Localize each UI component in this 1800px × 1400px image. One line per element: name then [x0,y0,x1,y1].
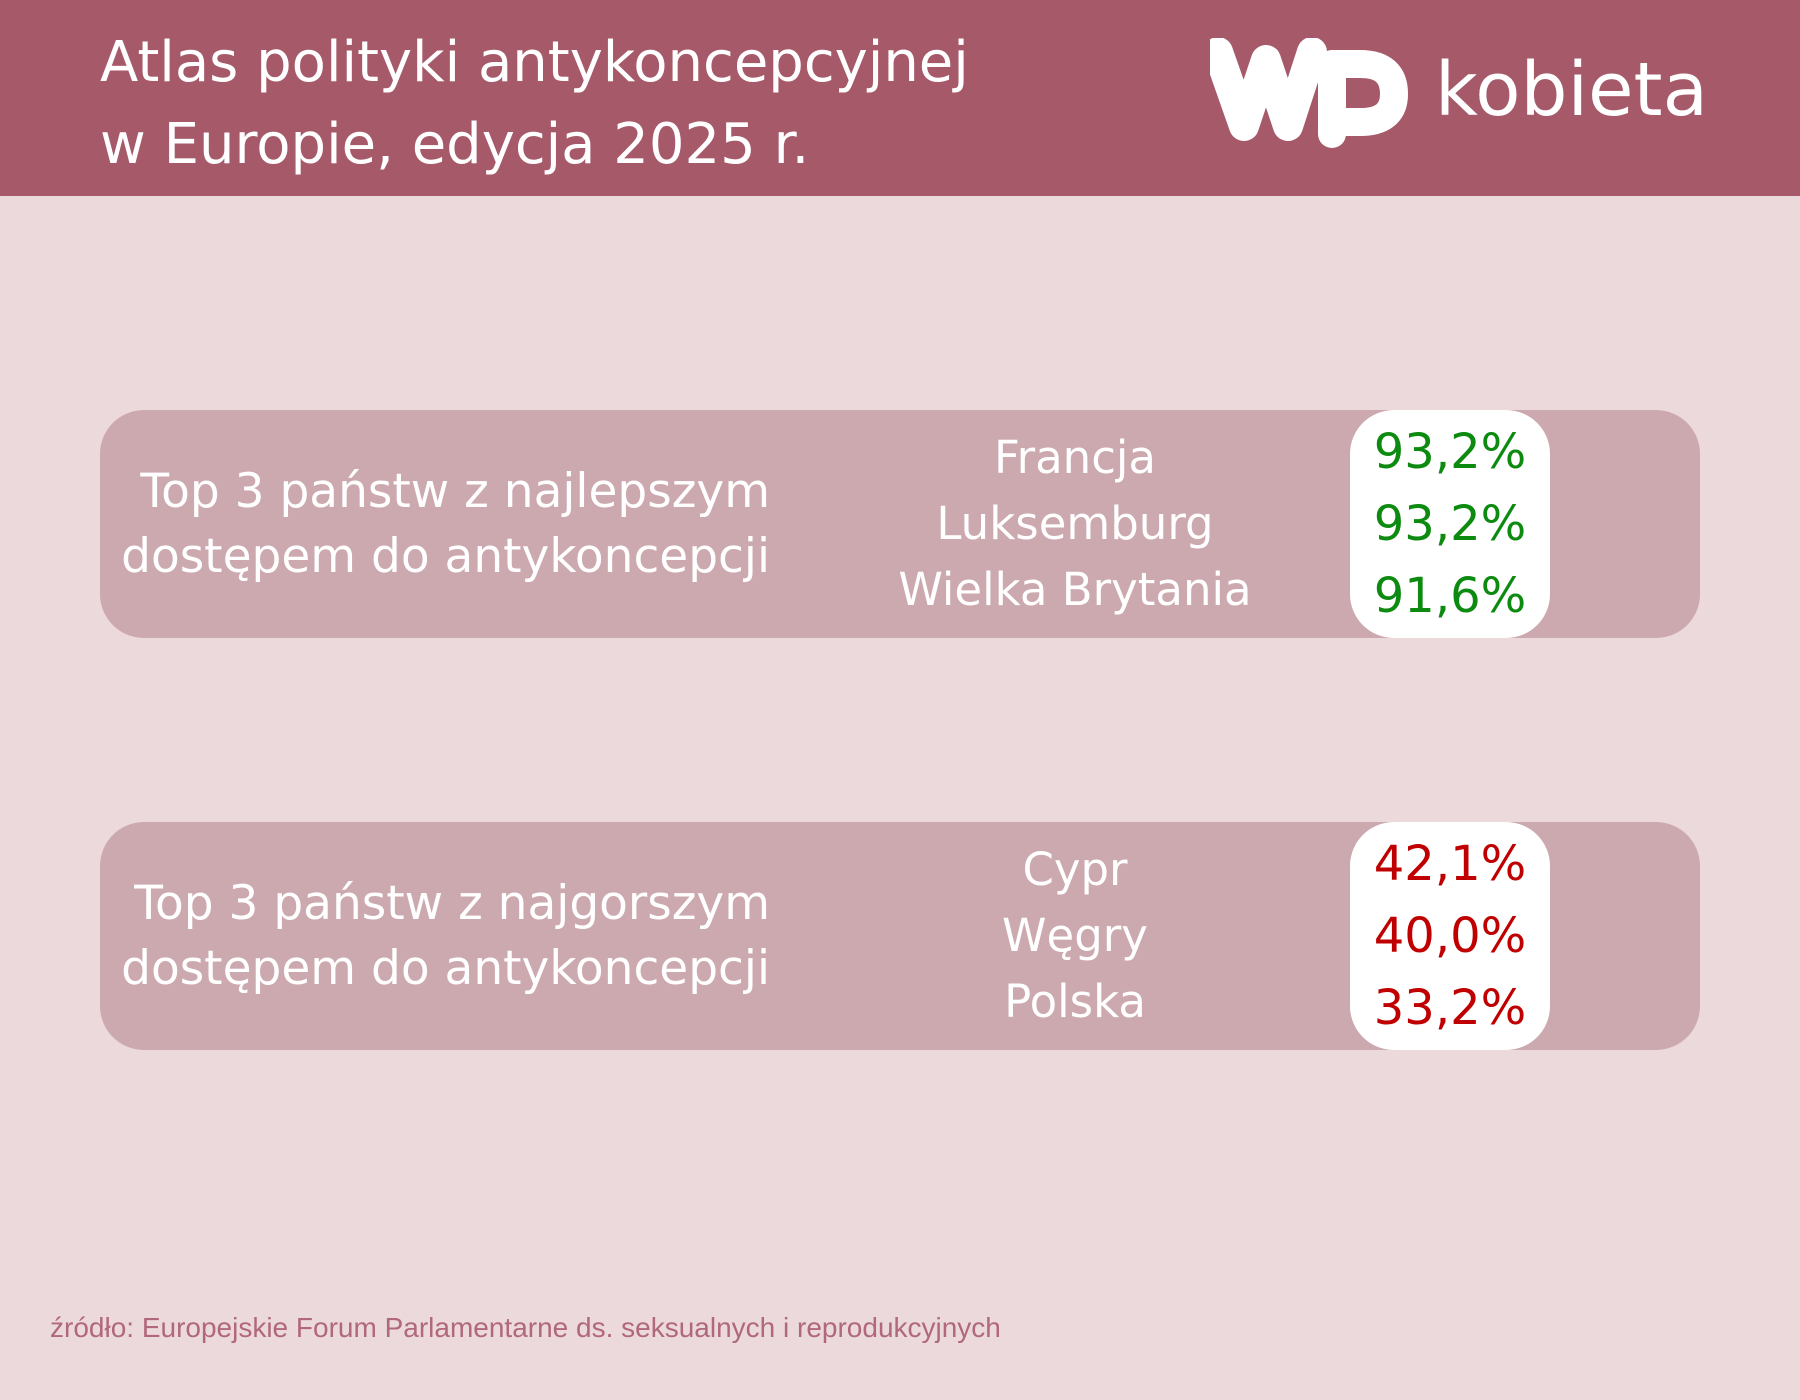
best-country-1: Francja [993,431,1157,484]
best-value-2: 93,2% [1373,496,1527,552]
worst-value-2: 40,0% [1373,908,1527,964]
best-country-2: Luksemburg [936,497,1214,550]
best-countries-list: Francja Luksemburg Wielka Brytania [870,410,1280,638]
header: Atlas polityki antykoncepcyjnej w Europi… [0,0,1800,196]
worst-panel-label: Top 3 państw z najgorszym dostępem do an… [121,822,770,1050]
worst-access-panel: Top 3 państw z najgorszym dostępem do an… [100,822,1700,1050]
worst-country-3: Polska [1004,975,1146,1028]
wp-logo-icon [1210,38,1408,148]
best-label-line-2: dostępem do antykoncepcji [121,529,770,584]
best-value-3: 91,6% [1373,568,1527,624]
worst-value-3: 33,2% [1373,980,1527,1036]
best-value-1: 93,2% [1373,424,1527,480]
best-label-line-1: Top 3 państw z najlepszym [140,464,770,519]
title-line-2: w Europie, edycja 2025 r. [100,112,810,177]
worst-value-1: 42,1% [1373,836,1527,892]
worst-values-box: 42,1% 40,0% 33,2% [1350,822,1550,1050]
best-values-box: 93,2% 93,2% 91,6% [1350,410,1550,638]
worst-countries-list: Cypr Węgry Polska [870,822,1280,1050]
source-note: źródło: Europejskie Forum Parlamentarne … [50,1312,1001,1343]
worst-label-line-2: dostępem do antykoncepcji [121,941,770,996]
brand-logo: kobieta [1210,38,1710,158]
worst-country-2: Węgry [1002,909,1148,962]
brand-name: kobieta [1435,47,1708,133]
best-access-panel: Top 3 państw z najlepszym dostępem do an… [100,410,1700,638]
best-panel-label: Top 3 państw z najlepszym dostępem do an… [121,410,770,638]
title-line-1: Atlas polityki antykoncepcyjnej [100,30,969,95]
best-country-3: Wielka Brytania [898,563,1252,616]
worst-label-line-1: Top 3 państw z najgorszym [134,876,770,931]
page-title: Atlas polityki antykoncepcyjnej w Europi… [100,22,969,186]
worst-country-1: Cypr [1022,843,1128,896]
